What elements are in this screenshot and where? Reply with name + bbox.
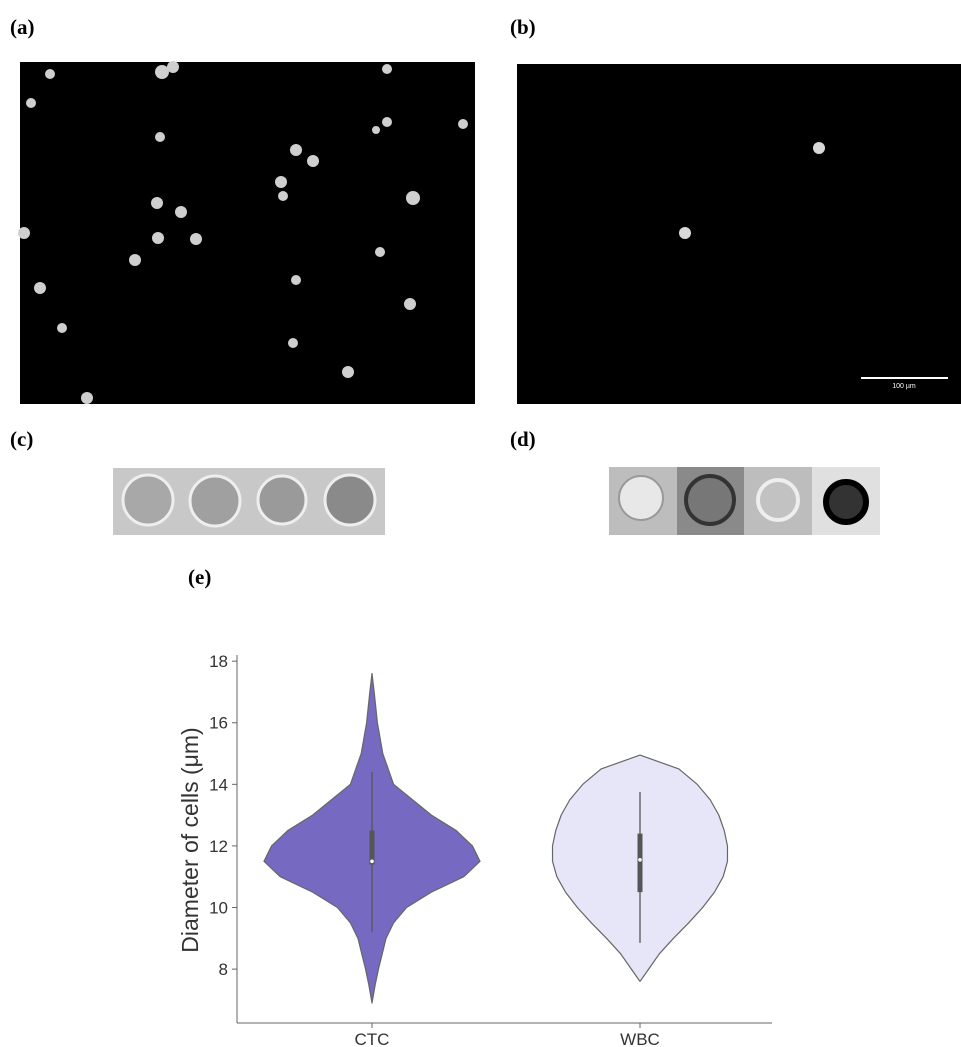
micrograph-b: 100 µm xyxy=(517,64,961,404)
y-tick-label: 8 xyxy=(219,960,228,979)
y-tick-label: 16 xyxy=(209,714,228,733)
cell-thumbnails-c xyxy=(113,468,385,535)
x-tick-label: WBC xyxy=(620,1030,660,1047)
micrograph-a xyxy=(18,61,475,404)
scale-bar-label: 100 µm xyxy=(892,383,916,390)
y-axis-label: Diameter of cells (μm) xyxy=(177,727,203,952)
panel-label: (a) xyxy=(10,15,35,39)
y-tick-label: 10 xyxy=(209,899,228,918)
violin-chart: Diameter of cells (μm) 8 10 12 14 16 18 CTC WBC xyxy=(177,652,772,1047)
box xyxy=(638,834,643,893)
panel-label: (b) xyxy=(510,15,536,39)
y-tick-label: 14 xyxy=(209,775,228,794)
y-tick-label: 18 xyxy=(209,652,228,671)
panel-label: (e) xyxy=(188,565,211,589)
x-tick-label: CTC xyxy=(355,1030,390,1047)
figure: (a) (b) (c) (d) (e) 100 µm Diameter of c… xyxy=(0,0,961,1047)
box xyxy=(370,831,375,865)
cell-thumbnails-d xyxy=(609,467,880,535)
panel-label: (c) xyxy=(10,427,33,451)
median xyxy=(370,860,374,864)
panel-label: (d) xyxy=(510,427,536,451)
median xyxy=(638,858,642,862)
y-tick-label: 12 xyxy=(209,837,228,856)
